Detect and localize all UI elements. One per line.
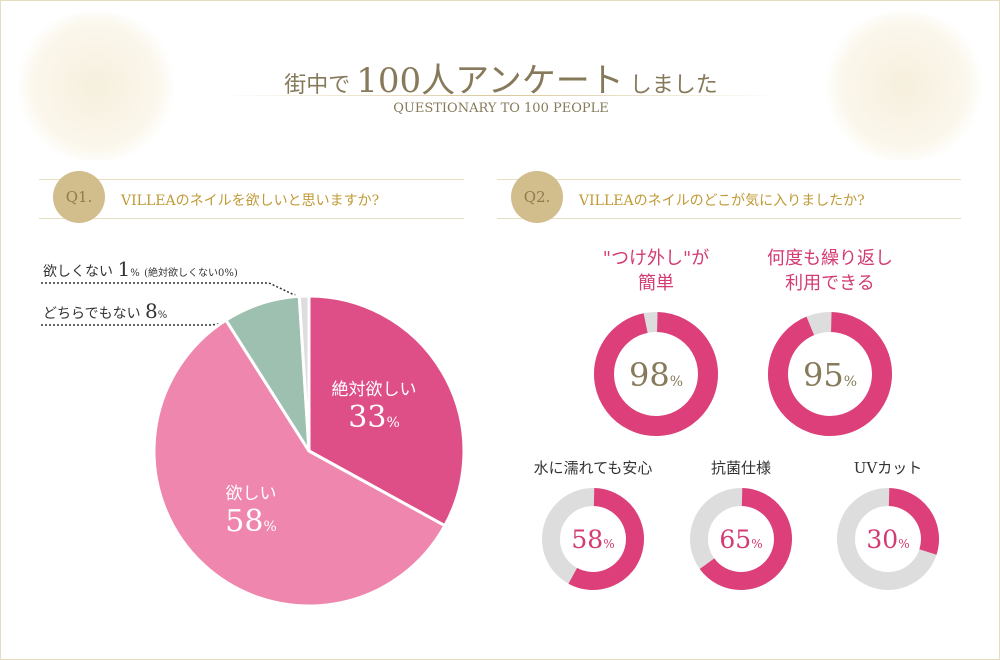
- label-no: 欲しくない 1% (絶対欲しくない0%): [43, 257, 238, 281]
- donut-value-1: 95%: [803, 356, 857, 394]
- ornament-right: [819, 11, 989, 161]
- divider: [221, 95, 781, 96]
- donut-label-1: 何度も繰り返し 利用できる: [767, 248, 893, 294]
- donut-value-3: 65%: [719, 525, 762, 554]
- label-want: 欲しい 58%: [225, 484, 277, 539]
- q1-question: VILLEAのネイルを欲しいと思いますか?: [121, 193, 380, 209]
- donut-label-3: 抗菌仕様: [710, 459, 771, 477]
- label-neutral: どちらでもない 8%: [43, 299, 168, 323]
- donut-label-4: UVカット: [853, 459, 923, 477]
- donut-arc-2: [568, 488, 644, 590]
- q2-header: Q2. VILLEAのネイルのどこが気に入りましたか?: [497, 171, 961, 223]
- page-subtitle: QUESTIONARY TO 100 PEOPLE: [393, 101, 609, 116]
- donut-arc-4: [888, 488, 939, 555]
- donut-label-0: "つけ外し"が 簡単: [602, 248, 710, 294]
- donut-arc-0: [594, 312, 718, 436]
- ornament-left: [11, 11, 181, 161]
- pie-slice-1: [152, 318, 447, 608]
- q1-badge: Q1.: [53, 171, 105, 223]
- q1-header: Q1. VILLEAのネイルを欲しいと思いますか?: [39, 171, 464, 223]
- leader-line-no: [41, 282, 304, 300]
- donut-value-2: 58%: [571, 525, 614, 554]
- q2-question: VILLEAのネイルのどこが気に入りましたか?: [579, 193, 865, 209]
- donut-arc-1: [768, 312, 892, 436]
- donut-arc-3: [699, 488, 792, 590]
- donut-value-0: 98%: [629, 356, 683, 394]
- donut-label-2: 水に濡れても安心: [533, 459, 653, 477]
- page-title: 街中で 100人アンケート しました: [284, 61, 718, 101]
- q2-badge: Q2.: [511, 171, 563, 223]
- label-absolutely-want: 絶対欲しい 33%: [331, 380, 417, 435]
- pie-slice-3: [297, 294, 311, 452]
- donut-value-4: 30%: [866, 525, 909, 554]
- pie-slice-0: [307, 294, 466, 528]
